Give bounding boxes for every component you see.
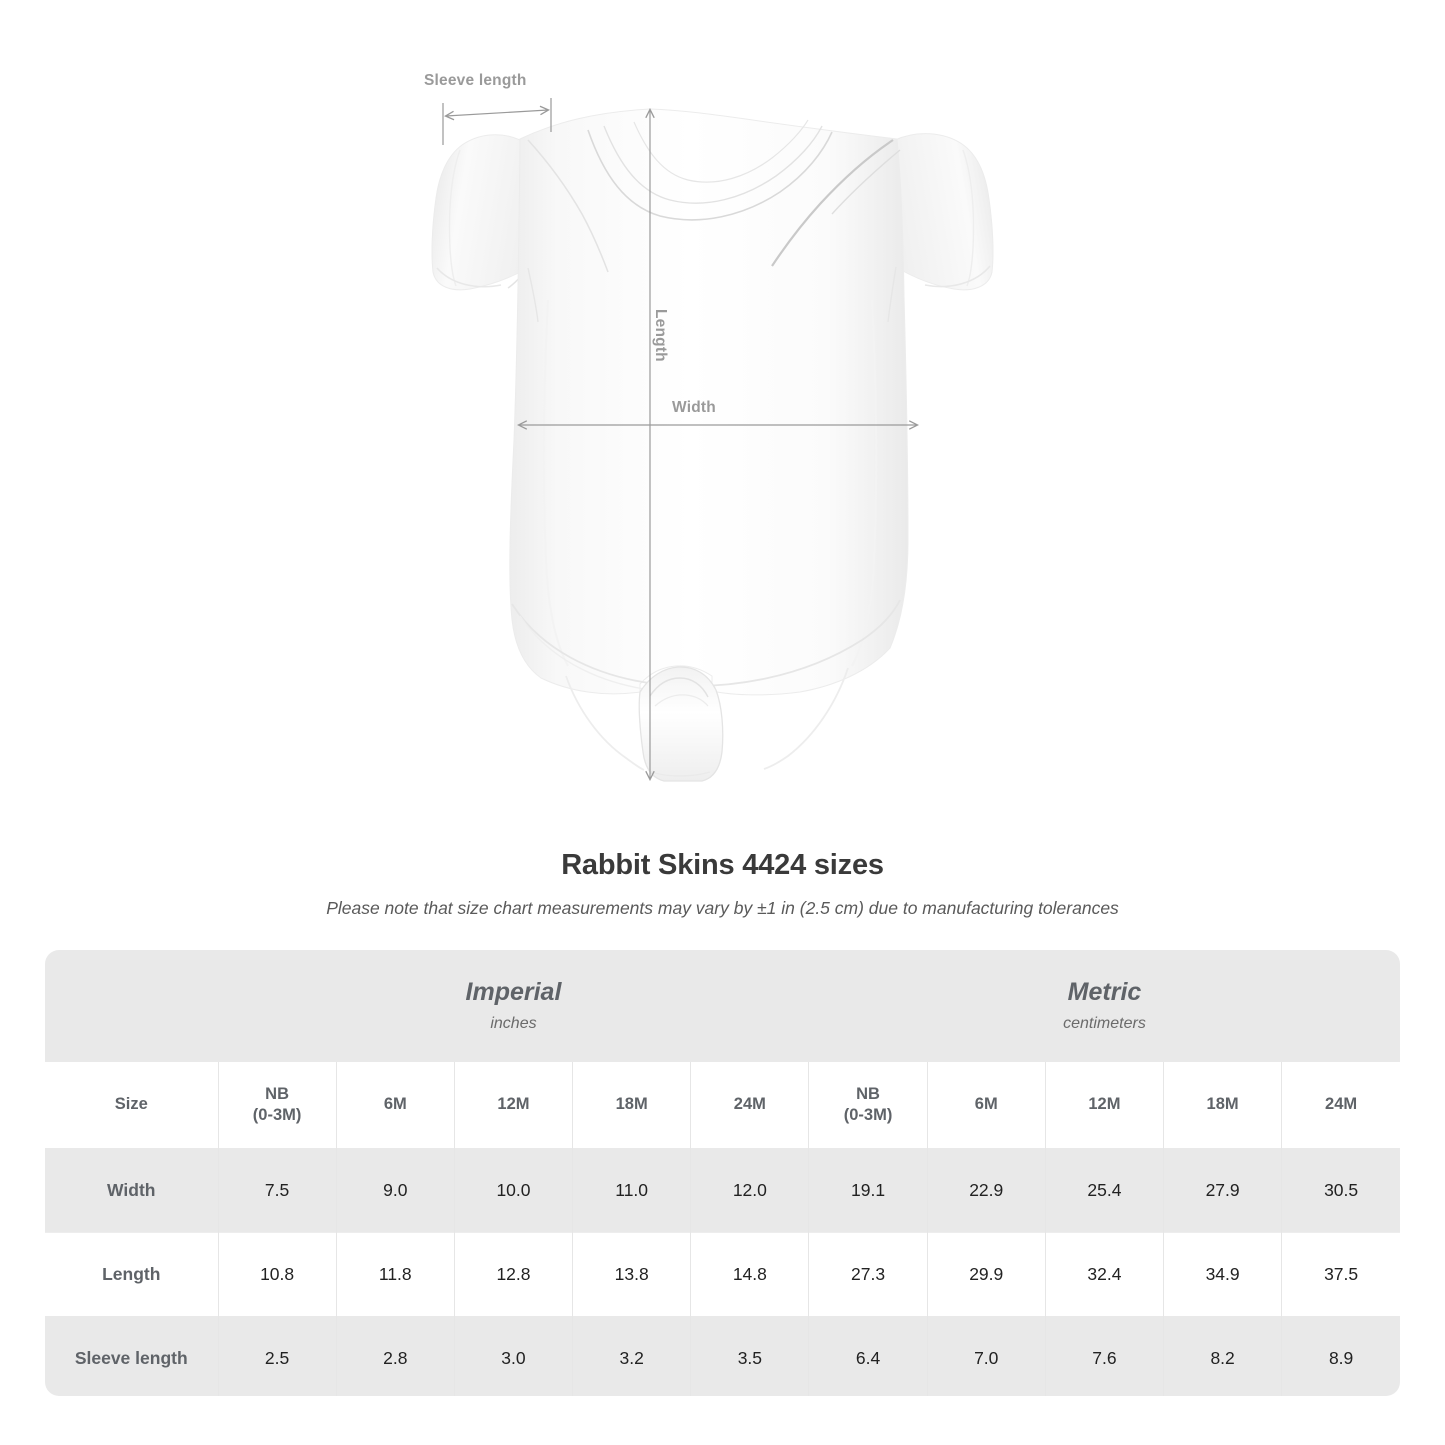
cell-length-8: 34.9: [1163, 1232, 1283, 1317]
bodysuit-diagram: [431, 98, 994, 782]
cell-width-7: 25.4: [1045, 1148, 1165, 1233]
size-column-header-7: 12M: [1045, 1062, 1165, 1149]
cell-length-5: 27.3: [808, 1232, 928, 1317]
size-column-header-5: NB (0-3M): [808, 1062, 928, 1149]
cell-sleeve-1: 2.8: [336, 1316, 455, 1396]
page-subtitle: Please note that size chart measurements…: [326, 897, 1119, 918]
left-sleeve: [431, 134, 537, 291]
unit-group-imperial: Imperial inches: [218, 950, 809, 1062]
cell-length-3: 13.8: [572, 1232, 692, 1317]
measurement-annotations: [442, 98, 917, 779]
row-label-length: Length: [45, 1232, 219, 1317]
size-header-row: Size NB (0-3M) 6M 12M 18M 24M NB (0-3M) …: [45, 1062, 1400, 1149]
cell-sleeve-6: 7.0: [927, 1316, 1046, 1396]
sleeve-length-annotation-label: Sleeve length: [424, 72, 527, 89]
size-column-header-6: 6M: [927, 1062, 1046, 1149]
crotch-snap-panel: [638, 666, 724, 782]
size-chart-table: Imperial inches Metric centimeters Size …: [45, 950, 1400, 1396]
unit-group-metric: Metric centimeters: [808, 950, 1400, 1062]
cell-sleeve-7: 7.6: [1045, 1316, 1165, 1396]
size-corner-label: Size: [45, 1062, 219, 1149]
cell-width-0: 7.5: [218, 1148, 337, 1233]
size-col-5-line2: (0-3M): [843, 1106, 893, 1124]
cell-sleeve-8: 8.2: [1163, 1316, 1283, 1396]
page-title: Rabbit Skins 4424 sizes: [561, 849, 884, 881]
cell-width-8: 27.9: [1163, 1148, 1283, 1233]
unit-group-metric-name: Metric: [1067, 978, 1142, 1007]
table-row: Sleeve length 2.5 2.8 3.0 3.2 3.5 6.4 7.…: [45, 1316, 1400, 1396]
cell-sleeve-5: 6.4: [808, 1316, 928, 1396]
cell-width-3: 11.0: [572, 1148, 692, 1233]
size-column-header-9: 24M: [1281, 1062, 1400, 1149]
size-column-header-4: 24M: [690, 1062, 810, 1149]
size-column-header-2: 12M: [454, 1062, 574, 1149]
garment-illustration: Sleeve length Length Width: [424, 72, 994, 782]
row-label-sleeve-length: Sleeve length: [45, 1316, 219, 1396]
title-block: Rabbit Skins 4424 sizes Please note that…: [0, 848, 1445, 919]
cell-sleeve-3: 3.2: [572, 1316, 692, 1396]
table-row: Width 7.5 9.0 10.0 11.0 12.0 19.1 22.9 2…: [45, 1148, 1400, 1233]
leg-openings: [565, 667, 849, 771]
cell-length-7: 32.4: [1045, 1232, 1165, 1317]
cell-sleeve-9: 8.9: [1281, 1316, 1400, 1396]
size-col-0-line2: (0-3M): [252, 1106, 302, 1124]
sleeve-length-arrow: [446, 110, 548, 116]
size-chart-table-container: Imperial inches Metric centimeters Size …: [45, 950, 1400, 1396]
cell-sleeve-4: 3.5: [690, 1316, 810, 1396]
cell-sleeve-0: 2.5: [218, 1316, 337, 1396]
unit-group-imperial-sub: inches: [490, 1014, 537, 1032]
row-label-width: Width: [45, 1148, 219, 1233]
cell-length-1: 11.8: [336, 1232, 455, 1317]
bodysuit-body: [509, 108, 909, 696]
size-col-0-line1: NB: [265, 1084, 290, 1103]
cell-width-2: 10.0: [454, 1148, 574, 1233]
cell-length-4: 14.8: [690, 1232, 810, 1317]
cell-length-9: 37.5: [1281, 1232, 1400, 1317]
cell-width-1: 9.0: [336, 1148, 455, 1233]
unit-group-row: Imperial inches Metric centimeters: [45, 950, 1400, 1062]
width-annotation-label: Width: [672, 399, 716, 416]
size-column-header-0: NB (0-3M): [218, 1062, 337, 1149]
unit-group-metric-sub: centimeters: [1063, 1014, 1146, 1032]
table-row: Length 10.8 11.8 12.8 13.8 14.8 27.3 29.…: [45, 1232, 1400, 1317]
cell-sleeve-2: 3.0: [454, 1316, 574, 1396]
cell-width-4: 12.0: [690, 1148, 810, 1233]
size-col-5-line1: NB: [856, 1084, 880, 1103]
size-column-header-3: 18M: [572, 1062, 692, 1149]
unit-group-spacer: [45, 950, 218, 1062]
cell-width-9: 30.5: [1281, 1148, 1400, 1233]
unit-group-imperial-name: Imperial: [465, 978, 562, 1007]
cell-width-6: 22.9: [927, 1148, 1046, 1233]
size-column-header-8: 18M: [1163, 1062, 1283, 1149]
cell-length-0: 10.8: [218, 1232, 337, 1317]
length-annotation-label: Length: [652, 309, 669, 362]
right-sleeve: [887, 133, 994, 291]
cell-length-6: 29.9: [927, 1232, 1046, 1317]
cell-width-5: 19.1: [808, 1148, 928, 1233]
cell-length-2: 12.8: [454, 1232, 574, 1317]
size-column-header-1: 6M: [336, 1062, 455, 1149]
